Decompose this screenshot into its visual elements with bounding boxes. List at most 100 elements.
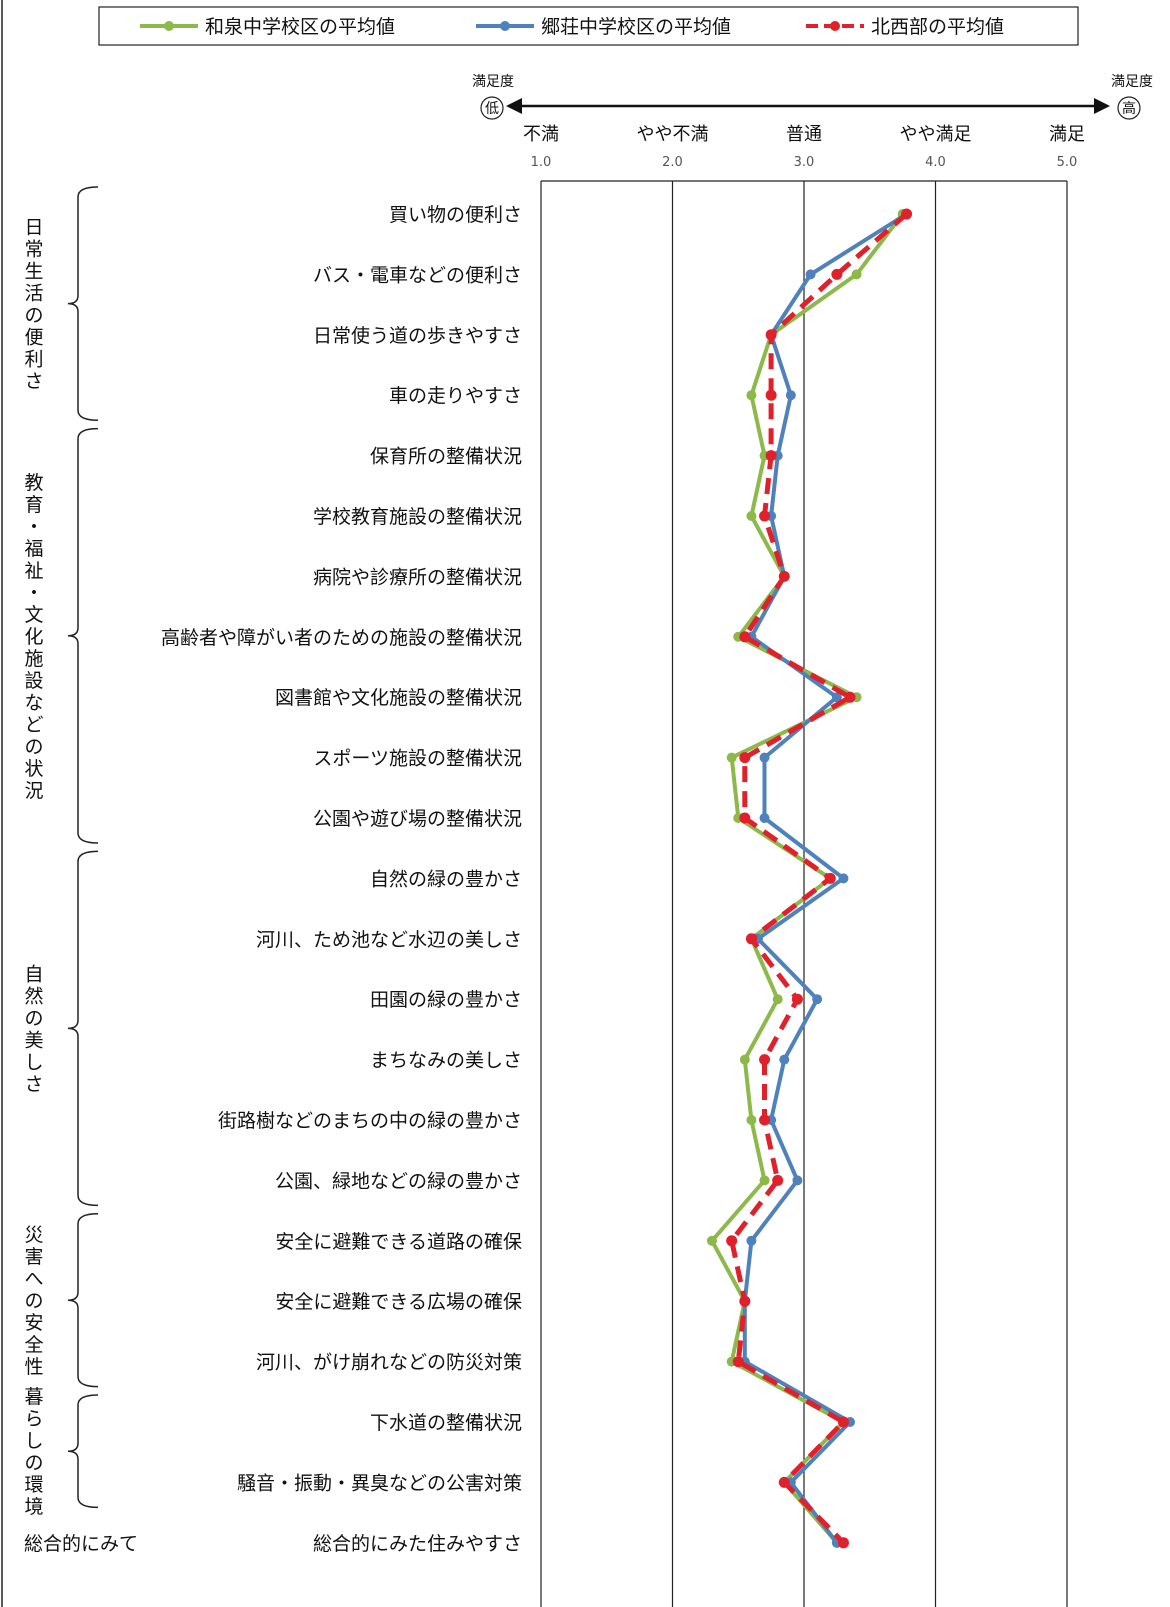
scale-label: 満足 [1049,124,1085,145]
category-groups: 日常生活の便利さ教育・福祉・文化施設などの状況自然の美しさ災害への安全性暮らしの… [24,186,138,1555]
category-label: 総合的にみた住みやすさ [313,1533,522,1555]
group-label: 教育・福祉・文化施設などの状況 [24,472,43,802]
data-point [779,1054,790,1065]
high-badge-circle [1117,96,1141,120]
data-point [791,993,803,1005]
tick-label: 5.0 [1057,155,1078,170]
data-point [837,1537,849,1549]
tick-labels: 1.0 2.0 3.0 4.0 5.0 [531,155,1078,170]
category-label: 保育所の整備状況 [370,446,522,468]
category-label: バス・電車などの便利さ [313,264,522,286]
category-label: 図書館や文化施設の整備状況 [275,687,522,709]
category-label: 街路樹などのまちの中の緑の豊かさ [218,1110,522,1132]
scale-label: やや不満 [637,124,709,145]
series-layer [706,208,913,1549]
data-point [838,873,849,884]
legend-marker-swatch [500,21,510,31]
group-label: 総合的にみて [24,1533,138,1555]
row-labels: 買い物の便利さバス・電車などの便利さ日常使う道の歩きやすさ車の走りやすさ保育所の… [161,204,522,1555]
data-point [759,752,770,763]
category-group: 暮らしの環境 [24,1386,99,1518]
category-label: 自然の緑の豊かさ [370,868,522,890]
legend-item: 郷荘中学校区の平均値 [476,16,731,38]
group-label: 災害への安全性 [24,1224,43,1378]
legend: 和泉中学校区の平均値 郷荘中学校区の平均値 北西部の平均値 [98,6,1079,46]
axis-left-caption: 満足度 [472,74,514,90]
data-point [765,389,777,401]
data-point [772,1174,784,1186]
data-point [759,1114,771,1126]
category-label: 学校教育施設の整備状況 [313,506,522,528]
group-label: 暮らしの環境 [24,1386,43,1518]
scale-label: やや満足 [900,124,972,145]
data-point [739,631,751,643]
low-badge: 低 [485,101,499,117]
scale-label: 不満 [523,124,559,145]
tick-label: 1.0 [531,155,552,170]
legend-label: 和泉中学校区の平均値 [205,16,395,38]
legend-box [98,6,1079,46]
category-group: 自然の美しさ [24,850,99,1207]
data-point [778,1476,790,1488]
category-label: 病院や診療所の整備状況 [313,566,522,588]
category-label: 公園、緑地などの緑の豊かさ [275,1170,522,1192]
data-point [746,511,757,521]
scale-label: 普通 [786,124,822,145]
data-point [785,390,796,401]
category-label: 安全に避難できる道路の確保 [275,1231,522,1253]
data-point [851,269,862,280]
group-bracket [67,186,99,421]
category-label: 公園や遊び場の整備状況 [313,808,522,830]
legend-label: 北西部の平均値 [871,16,1004,38]
tick-label: 3.0 [794,155,815,170]
data-point [812,994,823,1005]
plot-frame [540,180,1068,1607]
group-label: 日常生活の便利さ [24,217,43,393]
group-bracket [67,850,99,1207]
category-label: 河川、ため池など水辺の美しさ [256,929,522,951]
data-point [759,510,771,522]
data-point [778,570,790,582]
axis-arrow-right-head [1094,98,1110,114]
data-point [831,692,842,703]
series [726,208,913,1549]
data-point [739,1054,750,1065]
axis-right-caption: 満足度 [1111,74,1153,90]
category-label: 車の走りやすさ [389,385,522,407]
category-label: 買い物の便利さ [389,204,522,226]
category-label: 下水道の整備状況 [370,1412,522,1434]
category-label: 田園の緑の豊かさ [370,989,522,1011]
category-group: 日常生活の便利さ [24,186,99,421]
group-bracket [67,427,99,844]
data-point [759,1054,771,1066]
data-point [765,329,777,341]
data-point [746,1235,757,1246]
category-label: 安全に避難できる広場の確保 [275,1291,522,1313]
data-point [792,1175,803,1186]
data-point [824,872,836,884]
legend-item: 北西部の平均値 [806,16,1004,38]
category-label: まちなみの美しさ [370,1050,522,1072]
data-point [732,1356,744,1368]
legend-marker-swatch [830,21,840,31]
data-point [772,994,783,1005]
data-point [726,752,737,763]
category-label: スポーツ施設の整備状況 [313,748,522,770]
group-label: 自然の美しさ [24,963,43,1095]
data-point [746,1115,757,1125]
data-point [739,1295,751,1307]
category-group: 災害への安全性 [24,1213,99,1388]
scale-labels: 不満 やや不満 普通 やや満足 満足 [523,124,1085,145]
category-label: 騒音・振動・異臭などの公害対策 [237,1472,522,1494]
data-point [759,1175,770,1186]
data-point [726,1235,738,1247]
data-point [746,390,757,401]
data-point [901,208,913,220]
data-point [745,933,757,945]
data-point [765,450,777,462]
data-point [739,812,751,824]
tick-label: 4.0 [925,155,946,170]
low-badge-circle [480,96,504,120]
category-group: 教育・福祉・文化施設などの状況 [24,427,99,844]
